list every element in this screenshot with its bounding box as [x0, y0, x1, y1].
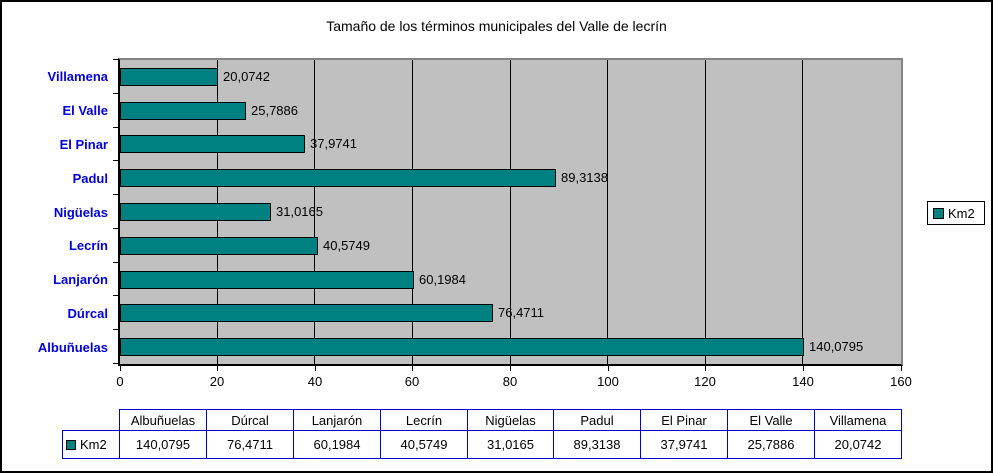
table-value-cell: 89,3138	[553, 430, 641, 459]
x-axis-tick	[803, 366, 804, 371]
x-axis-tick-label: 100	[597, 374, 619, 389]
bar-value-label: 20,0742	[223, 69, 270, 84]
table-header-cell: Albuñuelas	[119, 409, 207, 431]
bar	[120, 237, 318, 255]
table-header-cell: Padul	[553, 409, 641, 431]
bar-value-label: 76,4711	[498, 305, 545, 320]
category-label: Nigüelas	[53, 205, 108, 220]
gridline	[705, 60, 706, 364]
table-header-cell: El Pinar	[640, 409, 728, 431]
table-value-cell: 60,1984	[293, 430, 381, 459]
y-axis-tick	[113, 127, 118, 128]
category-label: Lanjarón	[53, 272, 108, 287]
y-axis-tick	[113, 262, 118, 263]
gridline	[802, 60, 803, 364]
table-header-cell: Villamena	[814, 409, 902, 431]
table-header-cell: Lecrín	[380, 409, 468, 431]
gridline	[607, 60, 608, 364]
legend-label: Km2	[948, 205, 975, 221]
table-value-cell: 20,0742	[814, 430, 902, 459]
gridline	[412, 60, 413, 364]
legend: Km2	[927, 201, 985, 225]
bar-value-label: 140,0795	[809, 339, 864, 354]
bar-value-label: 25,7886	[251, 103, 298, 118]
y-axis-tick	[113, 59, 118, 60]
category-label: El Valle	[62, 103, 108, 118]
x-axis-tick	[705, 366, 706, 371]
y-axis-tick	[113, 93, 118, 94]
table-header-cell: Dúrcal	[206, 409, 294, 431]
bar-value-label: 60,1984	[419, 272, 466, 287]
table-row-label: Km2	[80, 437, 107, 452]
bar	[120, 304, 493, 322]
bar	[120, 102, 246, 120]
x-axis-tick-label: 140	[792, 374, 814, 389]
bar	[120, 338, 804, 356]
y-axis-tick	[113, 329, 118, 330]
table-row-label-cell: Km2	[62, 430, 120, 459]
table-value-cell: 31,0165	[467, 430, 554, 459]
table-value-cell: 25,7886	[727, 430, 815, 459]
bar	[120, 68, 218, 86]
y-axis-tick	[113, 295, 118, 296]
bar-value-label: 89,3138	[561, 170, 608, 185]
table-value-cell: 76,4711	[206, 430, 294, 459]
x-axis-tick-label: 40	[307, 374, 323, 389]
bar-value-label: 37,9741	[310, 136, 357, 151]
chart-title: Tamaño de los términos municipales del V…	[326, 18, 667, 34]
category-label: Villamena	[47, 69, 108, 84]
x-axis-tick	[217, 366, 218, 371]
category-label: Padul	[72, 171, 108, 186]
table-value-cell: 40,5749	[380, 430, 468, 459]
x-axis-tick-label: 20	[209, 374, 225, 389]
category-label: Lecrín	[68, 238, 108, 253]
bar-value-label: 31,0165	[276, 204, 323, 219]
x-axis-tick-label: 160	[890, 374, 912, 389]
x-axis-tick	[608, 366, 609, 371]
y-axis-tick	[113, 363, 118, 364]
x-axis-tick-label: 80	[502, 374, 518, 389]
plot-area: 20,0742 25,7886 37,9741 89,3138 31,0165 40,57…	[118, 58, 903, 366]
y-axis-tick	[113, 228, 118, 229]
bar	[120, 169, 556, 187]
gridline	[510, 60, 511, 364]
bar	[120, 203, 271, 221]
table-value-cell: 37,9741	[640, 430, 728, 459]
x-axis-tick	[901, 366, 902, 371]
y-axis-tick	[113, 194, 118, 195]
gridline	[314, 60, 315, 364]
x-axis-tick	[412, 366, 413, 371]
table-header-cell: Nigüelas	[467, 409, 554, 431]
x-axis-tick	[120, 366, 121, 371]
category-label: El Pinar	[59, 137, 108, 152]
table-legend-swatch-icon	[66, 439, 76, 450]
bar-value-label: 40,5749	[323, 238, 370, 253]
bar	[120, 271, 414, 289]
x-axis-tick-label: 0	[116, 374, 124, 389]
legend-swatch-icon	[933, 207, 944, 219]
x-axis-tick-label: 60	[404, 374, 420, 389]
y-axis-tick	[113, 160, 118, 161]
table-value-cell: 140,0795	[119, 430, 207, 459]
category-label: Albuñuelas	[37, 340, 108, 355]
bar	[120, 135, 305, 153]
table-header-cell: Lanjarón	[293, 409, 381, 431]
x-axis-tick	[315, 366, 316, 371]
x-axis-tick-label: 120	[694, 374, 716, 389]
table-header-cell: El Valle	[727, 409, 815, 431]
category-label: Dúrcal	[67, 306, 108, 321]
x-axis-tick	[510, 366, 511, 371]
